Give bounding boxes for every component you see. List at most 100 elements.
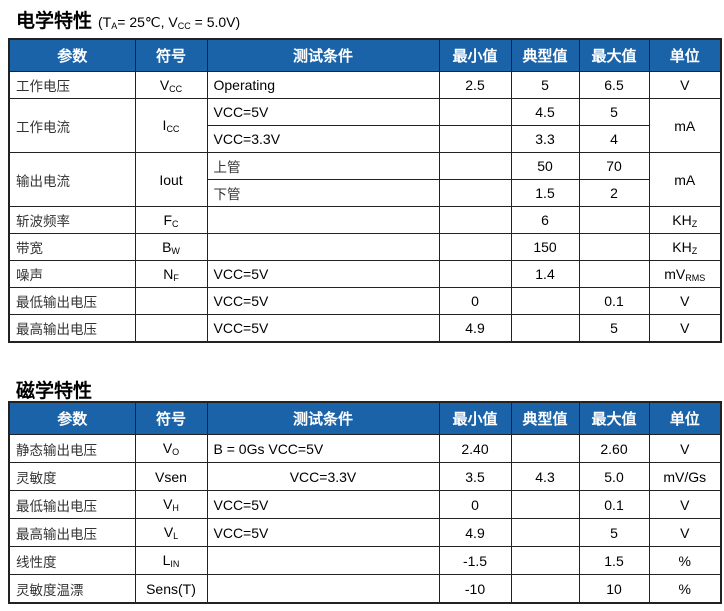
table-cell	[510, 546, 580, 575]
cell-text: 3.5	[465, 468, 485, 485]
cell-text: 5	[541, 77, 549, 93]
cell-text: VCC=5V	[213, 320, 269, 336]
cell-text: 上管	[213, 160, 241, 176]
electrical-title: 电学特性	[16, 10, 93, 32]
table-row: 灵敏度 Vsen VCC=3.3V 3.5 4.3 5.0 mV/Gs	[8, 462, 722, 491]
cell-text: V	[680, 320, 690, 336]
cell-text: 4.5	[535, 104, 555, 120]
cell-text: V	[680, 440, 690, 457]
cell-subscript: CC	[166, 124, 180, 134]
cell-text: %	[678, 580, 691, 597]
table-row: 噪声 NF VCC=5V 1.4 mVRMS	[8, 260, 722, 288]
cell-text: 2.5	[465, 77, 485, 93]
table-row: 斩波频率 FC 6 KHZ	[8, 206, 722, 234]
table-cell: KHZ	[648, 206, 722, 234]
cell-text: B = 0Gs VCC=5V	[213, 440, 324, 457]
table-cell: B = 0Gs VCC=5V	[206, 434, 440, 463]
cell-text: 工作电压	[16, 79, 70, 95]
column-header-condition: 测试条件	[206, 401, 440, 435]
table-cell: V	[648, 71, 722, 99]
magnetic-characteristics-table: 参数 符号 测试条件 最小值 典型值 最大值 单位 静态输出电压 VO B = 0Gs VCC=5…	[8, 401, 722, 604]
column-header-symbol: 符号	[134, 401, 208, 435]
cell-text: 6.5	[604, 77, 624, 93]
cell-text: 2	[610, 185, 618, 201]
table-cell: ICC	[134, 98, 208, 153]
cell-text: 线性度	[16, 554, 57, 571]
table-cell: 4.9	[438, 314, 512, 343]
column-header-min: 最小值	[438, 38, 512, 72]
cell-text: 4.9	[465, 320, 485, 336]
table-cell: 0.1	[578, 490, 650, 519]
table-cell: V	[648, 434, 722, 463]
table-cell	[438, 233, 512, 261]
header-row: 参数 符号 测试条件 最小值 典型值 最大值 单位	[8, 401, 722, 435]
cell-subscript: Z	[691, 218, 698, 229]
table-cell: %	[648, 546, 722, 575]
cond-pre: (T	[98, 14, 112, 30]
cell-text: 0.1	[604, 496, 624, 513]
table-cell: 150	[510, 233, 580, 261]
cell-text: 3.3	[535, 131, 555, 147]
table-cell: V	[648, 287, 722, 315]
table-row: VCC=3.3V 3.3 4	[9, 125, 721, 153]
table-row: 灵敏度温漂 Sens(T) -10 10%	[8, 574, 722, 604]
cell-text: L	[162, 552, 171, 568]
cell-text: VCC=5V	[213, 524, 269, 541]
cell-text: B	[162, 238, 172, 255]
table-cell: mA	[648, 152, 722, 207]
table-cell: 4.9	[438, 518, 512, 547]
table-row: 线性度 LIN -1.5 1.5%	[8, 546, 722, 575]
table-cell	[578, 260, 650, 288]
table-cell: V	[648, 518, 722, 547]
cell-text: V	[163, 524, 174, 540]
cell-text: 0	[471, 496, 479, 513]
column-header-parameter: 参数	[8, 401, 136, 435]
table-cell	[438, 152, 512, 180]
table-cell: VCC=5V	[206, 260, 440, 288]
cell-text: 4.9	[465, 524, 485, 541]
table-cell: VCC=5V	[206, 314, 440, 343]
electrical-section-title: 电学特性 (TA= 25℃, VCC = 5.0V)	[16, 6, 240, 33]
table-cell: VCC=3.3V	[206, 125, 440, 153]
cell-text: 最低输出电压	[16, 295, 97, 311]
table-cell: 2.60	[578, 434, 650, 463]
cell-text: VCC=3.3V	[289, 468, 357, 485]
cell-text: 4	[610, 131, 618, 147]
cell-subscript: IN	[170, 559, 180, 569]
test-condition: (TA= 25℃, VCC = 5.0V)	[98, 14, 240, 31]
cell-text: 输出电流	[16, 173, 70, 190]
table-cell: 灵敏度	[8, 462, 136, 491]
cond-mid: = 25℃, V	[117, 14, 178, 30]
table-row: 工作电压 VCC Operating 2.5 5 6.5 V	[8, 71, 722, 99]
table-cell	[510, 518, 580, 547]
table-cell: 噪声	[8, 260, 136, 288]
column-header-unit: 单位	[648, 401, 722, 435]
table-cell: VCC=5V	[206, 490, 440, 519]
cell-text: 工作电流	[16, 119, 70, 136]
table-cell: 3.5	[438, 462, 512, 491]
table-cell: VCC=3.3V	[206, 462, 440, 491]
cond-ta-sub: A	[111, 21, 118, 31]
cell-text: I	[162, 117, 167, 133]
cell-text: 10	[606, 580, 622, 597]
table-cell: 5	[578, 98, 650, 126]
cell-subscript: L	[173, 531, 179, 541]
table-cell	[510, 574, 580, 604]
cell-subscript: F	[173, 272, 179, 283]
table-cell: 2.5	[438, 71, 512, 99]
cell-text: mV	[664, 265, 686, 282]
table-cell	[438, 125, 512, 153]
table-row: 输出电流 Iout 上管 50 70 mA	[8, 152, 722, 207]
table-cell: 下管	[206, 179, 440, 207]
table-cell: 0	[438, 490, 512, 519]
cell-text: V	[680, 524, 690, 541]
table-cell: LIN	[134, 546, 208, 575]
table-cell: 斩波频率	[8, 206, 136, 234]
table-row: 最高输出电压 VL VCC=5V 4.9 5 V	[8, 518, 722, 547]
cell-text: N	[163, 265, 174, 282]
table-cell: VCC	[134, 71, 208, 99]
cell-text: 噪声	[16, 268, 43, 284]
cell-text: V	[159, 76, 170, 93]
table-row: 静态输出电压 VO B = 0Gs VCC=5V 2.40 2.60 V	[8, 434, 722, 463]
table-cell: -10	[438, 574, 512, 604]
